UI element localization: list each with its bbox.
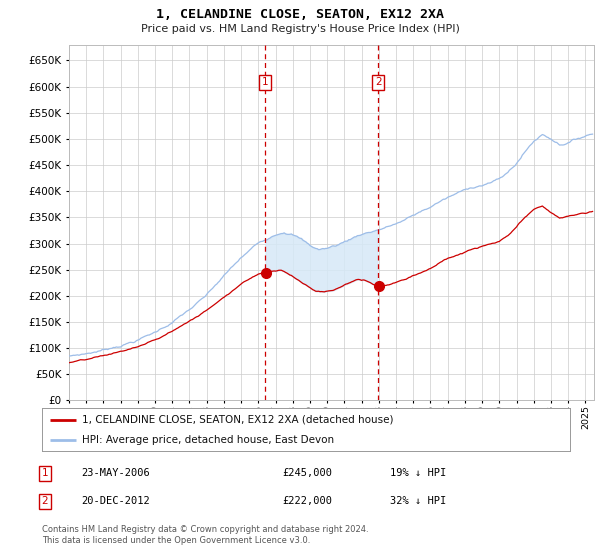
Text: 2: 2 bbox=[375, 77, 382, 87]
Text: £245,000: £245,000 bbox=[282, 468, 332, 478]
Text: 32% ↓ HPI: 32% ↓ HPI bbox=[390, 496, 446, 506]
Text: £222,000: £222,000 bbox=[282, 496, 332, 506]
Text: Price paid vs. HM Land Registry's House Price Index (HPI): Price paid vs. HM Land Registry's House … bbox=[140, 24, 460, 34]
Text: Contains HM Land Registry data © Crown copyright and database right 2024.
This d: Contains HM Land Registry data © Crown c… bbox=[42, 525, 368, 545]
Text: 2: 2 bbox=[41, 496, 49, 506]
Text: 1: 1 bbox=[41, 468, 49, 478]
Text: HPI: Average price, detached house, East Devon: HPI: Average price, detached house, East… bbox=[82, 435, 334, 445]
Text: 1, CELANDINE CLOSE, SEATON, EX12 2XA: 1, CELANDINE CLOSE, SEATON, EX12 2XA bbox=[156, 8, 444, 21]
Text: 20-DEC-2012: 20-DEC-2012 bbox=[81, 496, 150, 506]
Text: 23-MAY-2006: 23-MAY-2006 bbox=[81, 468, 150, 478]
Text: 1, CELANDINE CLOSE, SEATON, EX12 2XA (detached house): 1, CELANDINE CLOSE, SEATON, EX12 2XA (de… bbox=[82, 415, 393, 424]
Text: 19% ↓ HPI: 19% ↓ HPI bbox=[390, 468, 446, 478]
Text: 1: 1 bbox=[262, 77, 268, 87]
